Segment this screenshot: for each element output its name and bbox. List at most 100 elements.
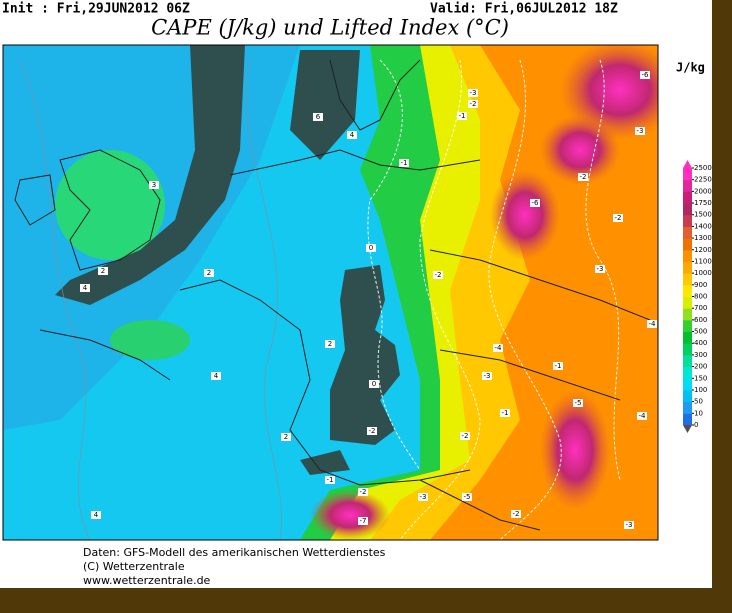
colorbar-tick-label: 300: [694, 351, 707, 359]
label-box: [80, 284, 90, 292]
contour-label: -3: [597, 265, 604, 273]
contour-label: -6: [532, 199, 540, 207]
colorbar-tick-label: 1400: [694, 222, 712, 230]
label-box: [482, 372, 492, 380]
contour-label: 0: [369, 244, 373, 252]
label-box: [573, 399, 583, 407]
label-box: [418, 493, 428, 501]
label-box: [578, 173, 588, 181]
colorbar-segment: [683, 284, 692, 297]
label-box: [460, 432, 470, 440]
colorbar-tick-label: 500: [694, 328, 707, 336]
contour-label: -3: [420, 493, 427, 501]
contour-label: -2: [470, 100, 477, 108]
colorbar-unit: J/kg: [676, 61, 705, 75]
label-box: [468, 100, 478, 108]
label-box: [530, 199, 540, 207]
label-box: [635, 127, 645, 135]
colorbar-segment: [683, 308, 692, 321]
map-title: CAPE (J/kg) und Lifted Index (°C): [151, 16, 509, 40]
label-box: [325, 340, 335, 348]
dark-area: [55, 45, 245, 305]
dark-area: [330, 265, 400, 445]
contours: [367, 59, 621, 540]
colorbar-segment: [683, 389, 692, 403]
valid-text: Valid: Fri,06JUL2012 18Z: [430, 2, 618, 17]
colorbar-tick-label: 1200: [694, 246, 712, 254]
contour-label: -1: [401, 159, 408, 167]
contour-label: -4: [639, 412, 647, 420]
label-box: [468, 89, 478, 97]
label-box: [149, 181, 159, 189]
colorbar-segment: [683, 249, 692, 262]
contour-label: -5: [464, 493, 471, 501]
contour-label: 2: [101, 267, 105, 275]
contour-label: -4: [495, 344, 503, 352]
contour-label: 2: [328, 340, 332, 348]
cape-area: [540, 390, 610, 510]
colorbar-tick-label: 2500: [694, 164, 712, 172]
footer-line: (C) Wetterzentrale: [83, 560, 185, 573]
contour-label: -2: [462, 432, 469, 440]
contour-label: -1: [502, 409, 509, 417]
colorbar-segment: [683, 354, 692, 368]
isolines: [19, 59, 282, 540]
label-box: [457, 112, 467, 120]
label-box: [313, 113, 323, 121]
colorbar-end: [683, 425, 692, 433]
footer-line: Daten: GFS-Modell des amerikanischen Wet…: [83, 546, 386, 559]
label-box: [433, 271, 443, 279]
label-box: [358, 488, 368, 496]
contour-label: 6: [316, 113, 321, 121]
label-box: [595, 265, 605, 273]
label-box: [366, 244, 376, 252]
colorbar-tick-label: 0: [694, 421, 698, 429]
colorbar-segment: [683, 366, 692, 379]
contour-label: -1: [459, 112, 466, 120]
colorbar-segment: [683, 214, 692, 227]
contour-label: -6: [642, 71, 650, 79]
label-box: [624, 521, 634, 529]
label-box: [647, 320, 657, 328]
colorbar-segment: [683, 273, 692, 286]
label-box: [358, 517, 368, 525]
contour-label: -3: [484, 372, 491, 380]
contour-label: -4: [649, 320, 657, 328]
label-box: [281, 433, 291, 441]
contour-label: -2: [615, 214, 622, 222]
colorbar-segment: [683, 331, 692, 344]
cape-area: [540, 115, 620, 185]
colorbar-segment: [683, 401, 692, 414]
colorbar-segment: [683, 238, 692, 251]
label-box: [369, 380, 379, 388]
cape-area: [490, 170, 560, 260]
contour-label: 4: [214, 372, 219, 380]
colorbar-segment: [683, 168, 692, 181]
colorbar-tick-label: 900: [694, 281, 707, 289]
contour-label: -5: [575, 399, 582, 407]
contour-label: 2: [207, 269, 211, 277]
label-box: [399, 159, 409, 167]
cape-area: [310, 490, 390, 540]
contour-label: -3: [626, 521, 633, 529]
label-box: [640, 71, 650, 79]
label-box: [511, 510, 521, 518]
contour-label: -7: [360, 517, 367, 525]
label-box: [98, 267, 108, 275]
cape-area: [55, 150, 165, 260]
label-box: [91, 511, 101, 519]
colorbar-tick-label: 10: [694, 409, 703, 417]
colorbar-tick-label: 1300: [694, 234, 712, 242]
colorbar-segment: [683, 296, 692, 309]
colorbar-segment: [683, 378, 692, 391]
contour-label: 4: [94, 511, 99, 519]
label-box: [462, 493, 472, 501]
colorbar-end: [683, 160, 692, 168]
colorbar-tick-label: 600: [694, 316, 707, 324]
contour-label: 4: [83, 284, 88, 292]
coastlines: [14, 59, 651, 531]
colorbar-tick-label: 50: [694, 398, 703, 406]
colorbar-segment: [683, 261, 692, 274]
init-text: Init : Fri,29JUN2012 06Z: [2, 2, 190, 17]
